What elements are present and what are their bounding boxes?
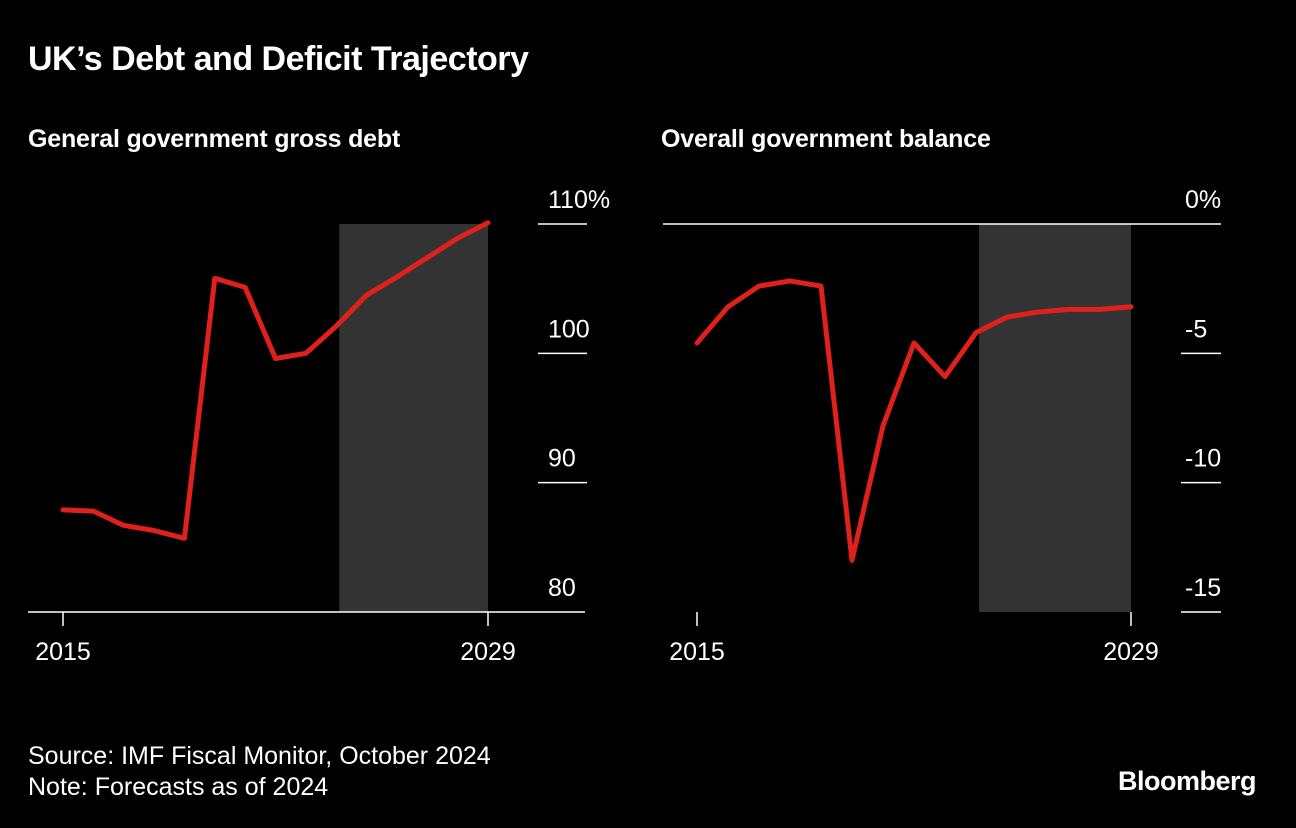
debt-series-line-0 [60, 220, 491, 541]
debt-xtick-label-0: 2015 [35, 638, 91, 666]
debt-ytick-label-3: 110% [548, 186, 610, 214]
balance-ytick-label-3: 0% [1185, 186, 1221, 214]
balance-xtick-label-0: 2015 [669, 638, 725, 666]
balance-ytick-label-1: -10 [1185, 445, 1221, 473]
chart-title: UK’s Debt and Deficit Trajectory [28, 40, 529, 78]
balance-xtick-label-1: 2029 [1103, 638, 1159, 666]
debt-ytick-label-1: 90 [548, 445, 576, 473]
debt-ytick-label-2: 100 [548, 315, 590, 343]
balance-ytick-label-2: -5 [1185, 315, 1207, 343]
bloomberg-logo: Bloomberg [1117, 766, 1257, 796]
source-note: Source: IMF Fiscal Monitor, October 2024 [28, 742, 491, 770]
balance-forecast-band [979, 224, 1131, 612]
balance-ytick-label-0: -15 [1185, 574, 1221, 602]
debt-forecast-band [339, 224, 488, 612]
balance-chart-subtitle: Overall government balance [661, 125, 991, 153]
balance-series-line-0 [694, 278, 1134, 563]
forecast-note: Note: Forecasts as of 2024 [28, 773, 329, 801]
debt-ytick-label-0: 80 [548, 574, 576, 602]
debt-chart-subtitle: General government gross debt [28, 125, 401, 153]
debt-xtick-label-1: 2029 [460, 638, 516, 666]
